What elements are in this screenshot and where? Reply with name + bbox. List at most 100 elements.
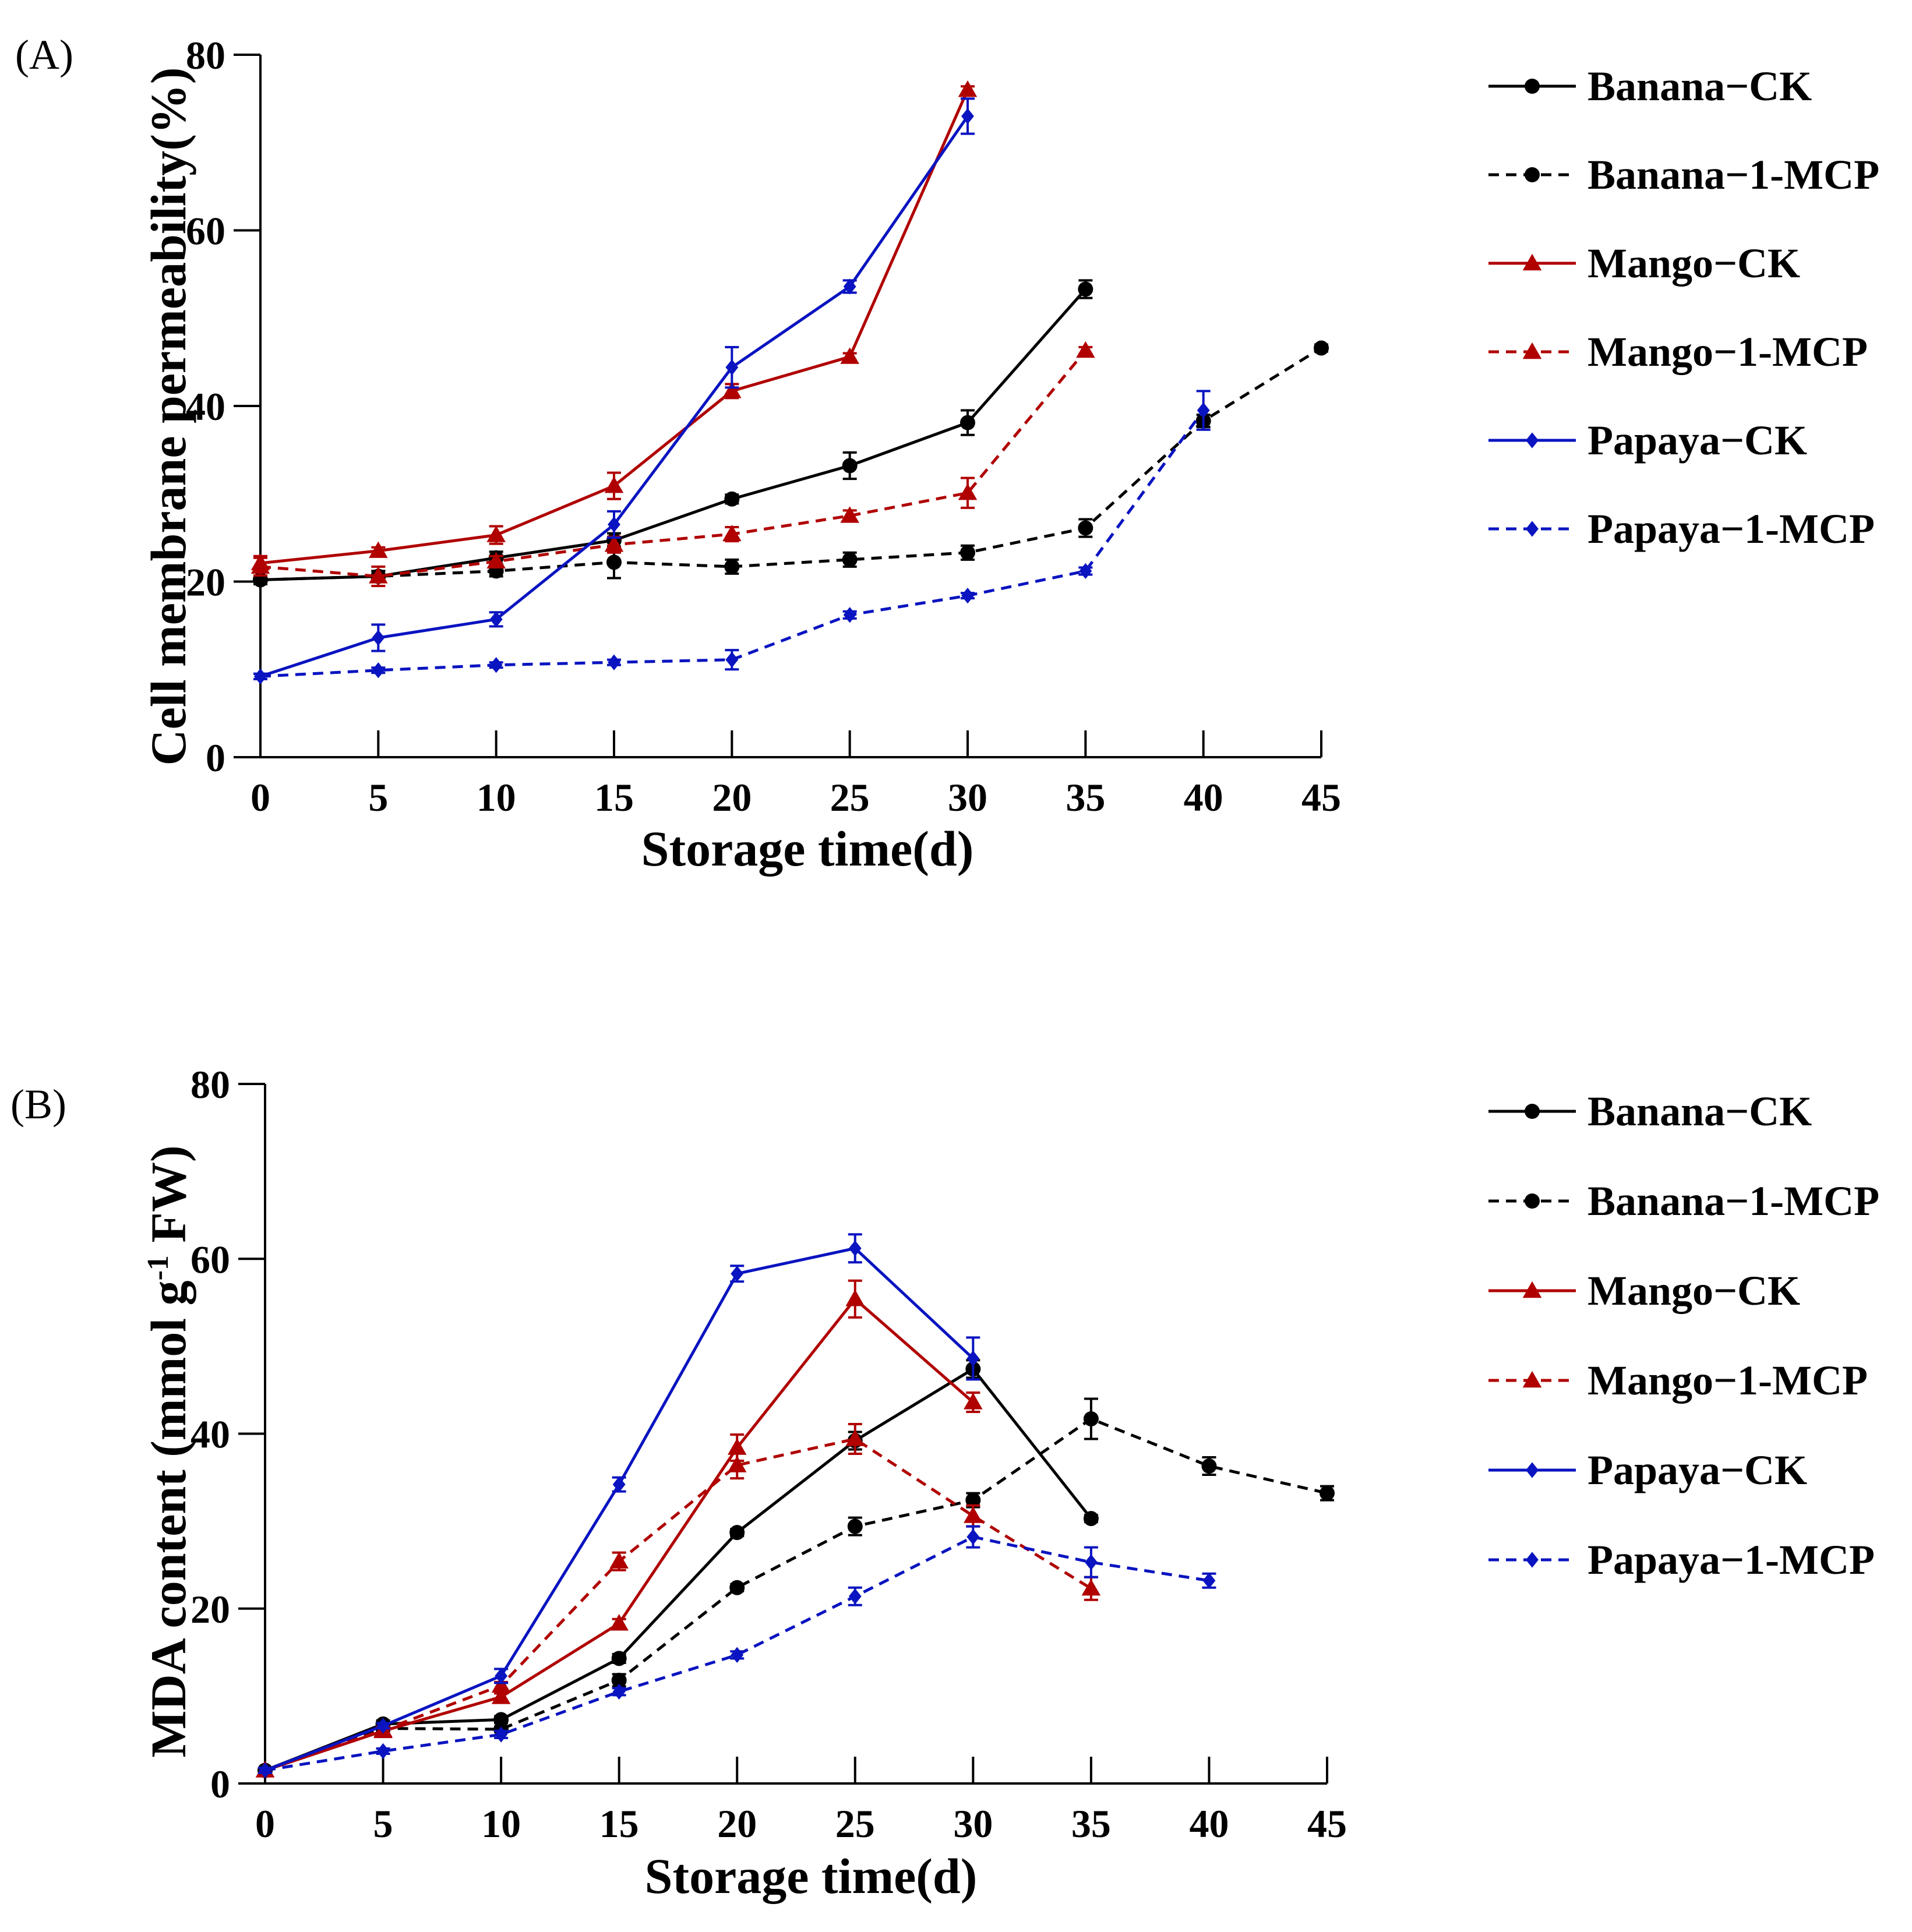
panel-a-data-point-mango-1-mcp xyxy=(958,483,978,500)
panel-a-x-tick-label: 5 xyxy=(368,775,388,820)
panel-b-x-tick-label: 40 xyxy=(1189,1802,1229,1846)
panel-a-series-banana-ck xyxy=(253,279,1093,588)
panel-a-legend-swatch-marker xyxy=(1525,167,1540,182)
panel-a-data-point-papaya-1-mcp xyxy=(843,607,856,623)
panel-b-y-tick-label: 40 xyxy=(191,1412,230,1457)
panel-label-b: (B) xyxy=(10,1081,66,1128)
panel-a-series-line-papaya-1-mcp xyxy=(260,409,1205,678)
panel-a-data-point-banana-1-mcp xyxy=(960,545,975,560)
panel-a-data-point-banana-ck xyxy=(1078,281,1093,297)
panel-a-series-mango-ck xyxy=(251,80,978,571)
panel-b-x-tick-label: 0 xyxy=(255,1802,275,1846)
panel-b-legend-swatch-marker xyxy=(1526,1552,1539,1568)
panel-a-legend-label: Banana−CK xyxy=(1588,63,1812,110)
panel-b-legend-label: Papaya−1-MCP xyxy=(1588,1537,1875,1583)
panel-a-data-point-papaya-ck xyxy=(725,359,739,376)
panel-a-legend-swatch-marker xyxy=(1522,342,1542,359)
panel-a-data-point-mango-ck xyxy=(722,382,742,398)
panel-a-data-point-banana-1-mcp xyxy=(724,559,740,574)
panel-a-data-point-mango-1-mcp xyxy=(840,506,859,523)
panel-a-data-point-papaya-1-mcp xyxy=(725,652,739,668)
panel-a-series-papaya-1-mcp xyxy=(253,390,1211,684)
panel-a-data-point-papaya-ck xyxy=(372,630,385,646)
panel-b-x-tick-label: 35 xyxy=(1071,1802,1111,1846)
panel-a-x-tick-label: 10 xyxy=(477,775,516,820)
panel-a-series-banana-1-mcp xyxy=(253,340,1329,588)
panel-b-series-papaya-1-mcp xyxy=(258,1525,1216,1779)
panel-a-legend-swatch-marker xyxy=(1526,521,1539,537)
panel-a-data-point-papaya-ck xyxy=(489,611,503,627)
panel-a-series-line-banana-ck xyxy=(260,288,1087,581)
panel-a-y-tick-label: 40 xyxy=(186,384,225,429)
panel-a-data-point-banana-1-mcp xyxy=(606,554,622,570)
panel-a-x-tick-label: 15 xyxy=(594,775,634,820)
panel-b-y-tick-label: 80 xyxy=(191,1062,230,1107)
panel-a-data-point-banana-1-mcp xyxy=(1078,520,1093,536)
panel-a-legend-label: Papaya−1-MCP xyxy=(1588,506,1875,552)
panel-b-x-tick-label: 45 xyxy=(1307,1802,1347,1846)
panel-b-legend-item-papaya-1-mcp: Papaya−1-MCP xyxy=(1488,1537,1875,1583)
panel-a-data-point-papaya-1-mcp xyxy=(489,657,503,673)
panel-b-data-point-banana-ck xyxy=(611,1651,627,1666)
panel-b-data-point-mango-1-mcp xyxy=(964,1506,983,1523)
panel-a-data-point-papaya-1-mcp xyxy=(961,587,974,604)
panel-a-data-point-mango-1-mcp xyxy=(486,552,506,569)
panel-b-legend-label: Banana−CK xyxy=(1588,1088,1812,1135)
panel-a-axes: 0 5 10 15 20 25 30 35 40 45 0 20 40 60 80 xyxy=(186,33,1341,820)
panel-b-data-point-mango-ck xyxy=(727,1438,747,1455)
panel-b-y-axis-label-superscript: -1 xyxy=(142,1255,175,1280)
panel-b-data-point-banana-1-mcp xyxy=(965,1492,981,1508)
panel-b-data-point-papaya-1-mcp xyxy=(848,1588,862,1605)
panel-b-y-tick-label: 0 xyxy=(210,1762,230,1806)
panel-b-series-mango-ck xyxy=(255,1279,983,1778)
panel-b-y-axis-label-tail: FW) xyxy=(140,1145,196,1255)
panel-a-data-point-mango-1-mcp xyxy=(251,557,270,574)
panel-a-plot xyxy=(251,80,1329,684)
panel-a-data-point-papaya-ck xyxy=(843,278,856,295)
panel-b-x-tick-label: 20 xyxy=(717,1802,757,1846)
panel-a-y-tick-label: 20 xyxy=(186,560,225,605)
panel-b-legend-item-mango-1-mcp: Mango−1-MCP xyxy=(1488,1357,1868,1404)
panel-b-legend-label: Papaya−CK xyxy=(1588,1447,1807,1493)
panel-a-legend-item-mango-1-mcp: Mango−1-MCP xyxy=(1488,329,1868,375)
panel-a-chart: (A) 0 5 10 15 20 25 30 35 40 45 0 20 40 60 80 Storage … xyxy=(15,31,1879,877)
panel-b-legend-item-mango-ck: Mango−CK xyxy=(1488,1267,1800,1314)
panel-a-x-tick-label: 20 xyxy=(712,775,752,820)
panel-b-x-tick-label: 30 xyxy=(953,1802,993,1846)
panel-b-legend-item-papaya-ck: Papaya−CK xyxy=(1488,1447,1807,1493)
panel-a-legend-label: Banana−1-MCP xyxy=(1588,151,1879,198)
panel-b-data-point-banana-1-mcp xyxy=(1083,1411,1099,1426)
panel-b-legend-swatch-marker xyxy=(1522,1371,1542,1388)
panel-b-data-point-mango-ck xyxy=(491,1687,511,1704)
panel-a-x-tick-label: 0 xyxy=(251,775,270,820)
panel-a-legend-label: Mango−CK xyxy=(1588,240,1800,287)
panel-b-data-point-mango-ck xyxy=(964,1393,983,1410)
panel-b-y-axis-label-main: MDA content (mmol g xyxy=(140,1280,196,1757)
panel-b-data-point-papaya-ck xyxy=(376,1718,390,1734)
panel-b-series-banana-ck xyxy=(257,1359,1099,1778)
panel-a-x-tick-label: 30 xyxy=(948,775,987,820)
panel-b-x-tick-label: 15 xyxy=(599,1802,639,1846)
panel-a-series-papaya-ck xyxy=(253,97,975,684)
panel-a-data-point-papaya-1-mcp xyxy=(1079,563,1092,580)
panel-b-data-point-papaya-1-mcp xyxy=(1202,1573,1216,1589)
panel-b-data-point-banana-1-mcp xyxy=(847,1518,863,1534)
panel-b-plot xyxy=(255,1233,1335,1779)
panel-a-x-tick-label: 45 xyxy=(1301,775,1341,820)
panel-b-x-tick-label: 5 xyxy=(373,1802,393,1846)
panel-b-data-point-papaya-ck xyxy=(848,1240,862,1256)
panel-b-x-tick-label: 10 xyxy=(481,1802,521,1846)
panel-a-data-point-mango-ck xyxy=(958,80,978,97)
panel-b-data-point-mango-1-mcp xyxy=(1081,1578,1101,1596)
panel-b-series-line-banana-ck xyxy=(264,1367,1092,1772)
panel-a-series-line-mango-1-mcp xyxy=(260,349,1087,578)
panel-b-data-point-banana-ck xyxy=(1083,1511,1099,1527)
panel-b-series-line-papaya-1-mcp xyxy=(264,1535,1209,1772)
panel-b-legend-item-banana-ck: Banana−CK xyxy=(1488,1088,1812,1135)
panel-a-data-point-banana-ck xyxy=(842,458,858,474)
panel-b-series-line-mango-1-mcp xyxy=(264,1437,1092,1772)
panel-a-legend-item-banana-1-mcp: Banana−1-MCP xyxy=(1488,151,1879,198)
panel-b-data-point-papaya-ck xyxy=(612,1476,626,1493)
panel-b-legend: Banana−CK Banana−1-MCP Mango−CK Mango−1-MCP… xyxy=(1488,1088,1879,1583)
